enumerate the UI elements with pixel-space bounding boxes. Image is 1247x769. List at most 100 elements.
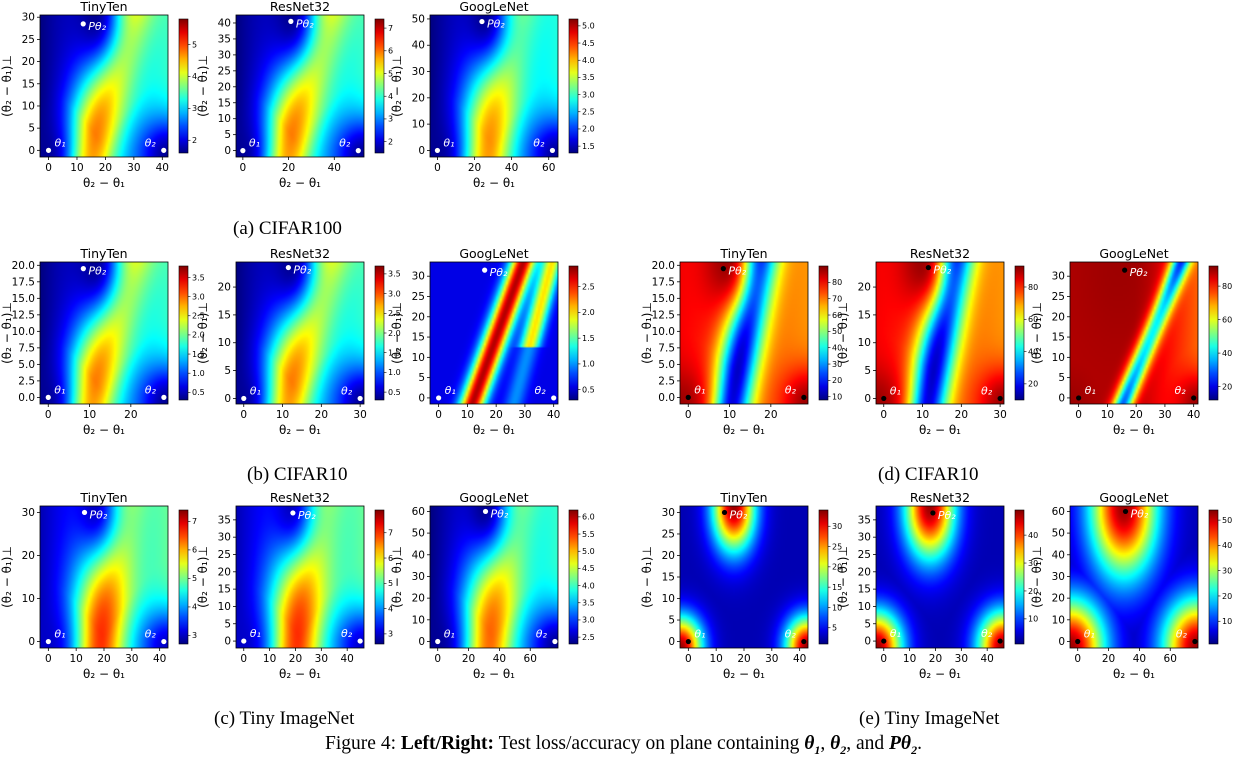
colorbar-tick-label: 6 [388,554,393,563]
colorbar-tick-label: 4.0 [582,581,595,590]
plot-frame [39,261,169,405]
colorbar-tick-label: 2.5 [582,282,595,291]
colorbar-tick-label: 40 [1222,541,1232,550]
x-tick-label: 0 [434,653,441,665]
y-tick-label: 15.0 [652,293,675,305]
y-tick-label: 15 [1052,332,1065,344]
y-tick-label: 5 [224,618,231,630]
y-tick-label: 20 [1052,311,1065,323]
x-tick-label: 0 [1075,409,1082,421]
y-tick-label: 0 [28,145,35,157]
colorbar-tick-label: 1.5 [388,349,401,358]
y-tick-label: 20 [218,566,231,578]
colorbar-tick-label: 30 [832,360,842,369]
y-axis-label: (θ₂ − θ₁)⊥ [390,302,404,364]
y-axis-label: (θ₂ − θ₁)⊥ [196,302,210,364]
y-axis-label: (θ₂ − θ₁)⊥ [0,55,14,117]
heatmap-panel-a3: GoogLeNet 0 20 40 60 0 10 20 30 40 50 θ₂ − θ₁ (θ₂ − … [390,0,595,190]
y-tick-label: 30 [218,49,231,61]
x-tick-label: 10 [83,409,96,421]
colorbar-tick-label: 10 [1222,617,1232,626]
plot-frame [429,14,559,158]
x-tick-label: 0 [435,409,442,421]
colorbar-tick-label: 7 [388,24,393,33]
y-tick-label: 17.5 [12,276,35,288]
x-tick-label: 30 [518,409,531,421]
point-theta1 [240,148,246,154]
colorbar-tick-label: 60 [1222,315,1232,324]
point-label-ptheta2: Pθ₂ [938,509,956,522]
x-tick-label: 20 [1129,409,1142,421]
colorbar-tick-label: 5 [388,579,393,588]
colorbar-tick-label: 40 [1222,349,1232,358]
y-tick-label: 5 [1058,372,1065,384]
point-theta2 [552,638,558,645]
y-tick-label: 30 [1052,571,1065,583]
colorbar-tick-label: 5.0 [582,547,595,556]
y-tick-label: 30 [412,271,425,283]
point-label-ptheta2: Pθ₂ [487,18,505,31]
point-theta1 [434,147,441,154]
plot-frame [679,261,809,405]
plot-frame [235,505,365,649]
heatmap-panel-b1: TinyTen 0 10 20 0.0 2.5 5.0 7.5 10.0 12.5 15.0 17.5… [0,246,205,437]
colorbar-tick-label: 80 [1028,283,1038,292]
colorbar-tick-label: 20 [1222,592,1232,601]
point-label-theta1: θ₁ [694,628,705,641]
colorbar [1208,265,1219,401]
heatmap-image [40,15,168,157]
colorbar-tick-label: 0.5 [582,385,595,394]
y-tick-label: 30 [662,507,675,519]
y-tick-label: 5.0 [18,359,35,371]
caption-b: (b) CIFAR10 [247,464,348,485]
caption-e: (e) Tiny ImageNet [859,708,1000,729]
x-tick-label: 30 [765,653,778,665]
colorbar-tick-label: 3 [388,115,393,124]
figure-caption: Figure 4: Left/Right: Test loss/accuracy… [0,733,1247,758]
colorbar-tick-label: 6.0 [582,513,595,522]
x-tick-label: 0 [240,162,247,174]
colorbar-tick-label: 20 [832,376,842,385]
point-theta2 [357,638,363,644]
colorbar-tick-label: 3.0 [582,616,595,625]
x-tick-label: 30 [955,653,968,665]
x-axis-label: θ₂ − θ₁ [919,423,961,437]
point-theta1 [685,394,691,400]
heatmap-image [236,506,364,648]
x-tick-label: 30 [125,653,138,665]
y-tick-label: 20 [412,92,425,104]
y-tick-label: 25 [412,291,425,303]
point-label-theta2: θ₂ [981,627,993,640]
point-ptheta2 [290,510,296,516]
colorbar-tick-label: 3.5 [388,270,401,279]
colorbar-tick-label: 4.5 [582,39,595,48]
point-label-theta1: θ₁ [1084,627,1095,640]
x-tick-label: 20 [929,653,942,665]
colorbar-tick-label: 80 [1222,282,1232,291]
y-tick-label: 5.0 [658,359,675,371]
y-tick-label: 20 [412,311,425,323]
y-tick-label: 60 [412,506,425,518]
point-theta1 [881,395,887,402]
point-label-theta1: θ₁ [54,383,65,396]
y-tick-label: 30 [22,12,35,24]
y-tick-label: 35 [218,33,231,45]
y-axis-label: (θ₂ − θ₁)⊥ [1030,546,1044,608]
point-label-theta1: θ₁ [1085,384,1096,397]
colorbar-tick-label: 4 [388,92,393,101]
heatmap-panel-d1: TinyTen 0 10 20 0.0 2.5 5.0 7.5 10.0 12.5 15.0 17.5… [640,246,842,437]
y-tick-label: 10 [1052,614,1065,626]
colorbar [818,509,829,645]
x-tick-label: 40 [981,653,994,665]
x-axis-label: θ₂ − θ₁ [1113,423,1155,437]
y-tick-label: 20 [218,282,231,294]
figure-caption-sep2: , and [846,733,890,754]
y-tick-label: 5 [28,123,35,135]
colorbar-tick-label: 5 [192,574,197,583]
panel-title: GoogLeNet [459,246,528,261]
point-label-theta2: θ₂ [339,137,351,150]
x-axis-label: θ₂ − θ₁ [279,176,321,190]
point-theta2 [1192,638,1198,645]
